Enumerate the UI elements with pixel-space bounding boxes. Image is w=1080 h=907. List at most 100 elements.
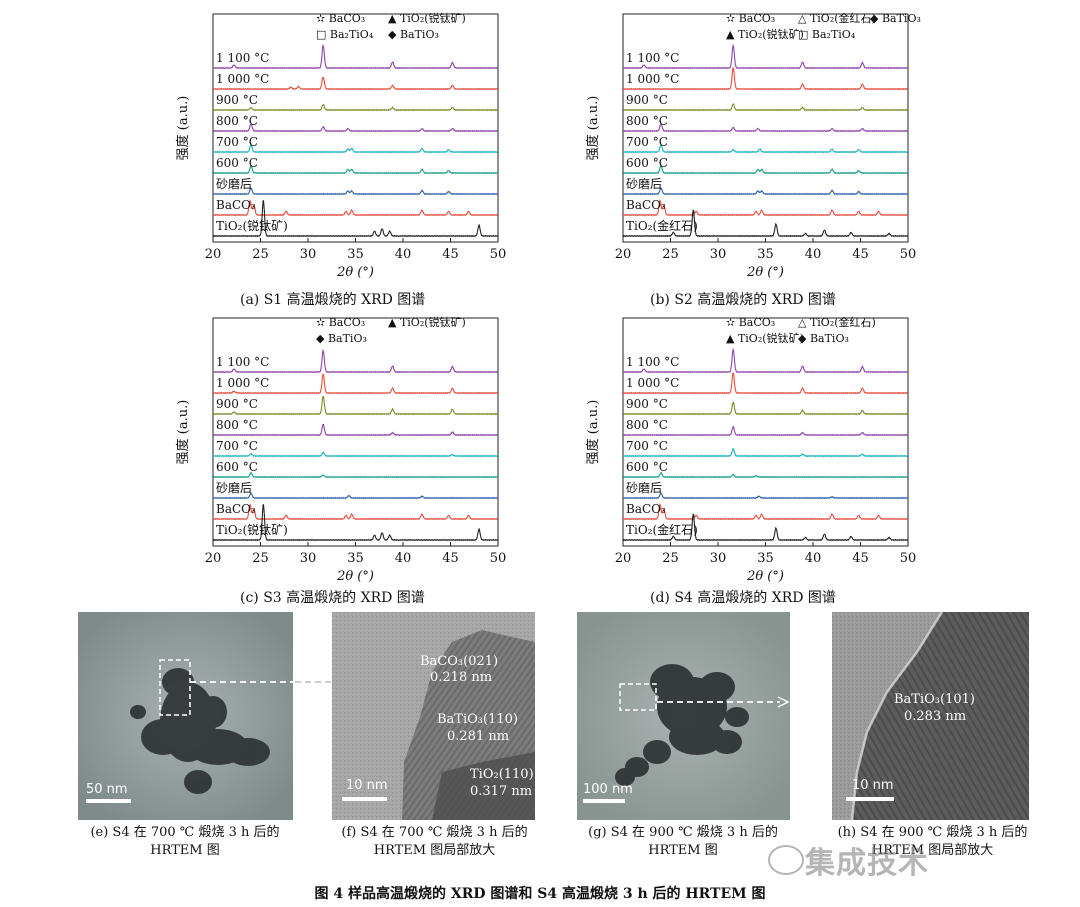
- legend-entry: ▲ TiO₂(锐钛矿): [726, 331, 804, 345]
- x-tick-label: 25: [252, 247, 269, 262]
- series-label: 700 °C: [626, 439, 668, 453]
- legend-entry: ▲ TiO₂(锐钛矿): [388, 11, 466, 25]
- series-line: [212, 200, 499, 238]
- y-axis-label: 强度 (a.u.): [585, 96, 601, 161]
- x-tick-label: 25: [252, 551, 269, 566]
- series-line: [622, 371, 909, 395]
- series-label: TiO₂(锐钛矿): [216, 218, 288, 233]
- series-line: [622, 187, 909, 196]
- x-tick-label: 35: [347, 551, 364, 566]
- series-line: [622, 513, 909, 542]
- x-tick-label: 35: [757, 551, 774, 566]
- legend-entry: △ TiO₂(金红石): [798, 315, 876, 329]
- legend-entry: ◆ BaTiO₃: [316, 332, 367, 345]
- series-label: 600 °C: [626, 156, 668, 170]
- series-label: BaCO₃: [216, 198, 256, 212]
- x-tick-label: 45: [442, 247, 459, 262]
- series-line: [622, 503, 909, 521]
- series-label: 600 °C: [216, 156, 258, 170]
- scale-bar: [86, 799, 131, 803]
- x-tick-label: 30: [300, 551, 317, 566]
- series-label: 800 °C: [216, 418, 258, 432]
- series-label: 600 °C: [626, 460, 668, 474]
- series-line: [212, 471, 499, 479]
- series-line: [622, 103, 909, 112]
- y-axis-label: 强度 (a.u.): [585, 400, 601, 465]
- series-label: 800 °C: [626, 418, 668, 432]
- legend-entry: ◆ BaTiO₃: [388, 28, 439, 41]
- series-line: [622, 43, 909, 70]
- x-axis-label: 2θ (°): [336, 569, 374, 584]
- x-tick-label: 30: [300, 247, 317, 262]
- series-label: 1 100 °C: [216, 51, 269, 65]
- series-line: [212, 187, 499, 196]
- x-tick-label: 50: [900, 247, 917, 262]
- series-line: [212, 43, 499, 70]
- series-line: [212, 395, 499, 416]
- series-line: [212, 164, 499, 175]
- xrd-chart-b: 20 25 30 35 40 45 50 2θ (°) 强度 (a.u.) 1 100 °C 1 0…: [578, 8, 948, 298]
- series-line: [622, 164, 909, 175]
- series-label: 1 000 °C: [216, 376, 269, 390]
- series-label: 砂磨后: [216, 177, 252, 191]
- series-line: [622, 401, 909, 416]
- caption-b: (b) S2 高温煅烧的 XRD 图谱: [650, 292, 836, 308]
- tem-image-e: 50 nm: [78, 612, 293, 820]
- scale-bar: [583, 799, 625, 803]
- series-line: [212, 199, 499, 217]
- series-label: 1 100 °C: [626, 355, 679, 369]
- x-tick-label: 45: [852, 551, 869, 566]
- tem-image-h: 10 nm BaTiO₃(101) 0.283 nm: [832, 612, 1029, 820]
- scale-bar-label: 50 nm: [86, 782, 128, 797]
- series-line: [622, 471, 909, 479]
- x-tick-label: 20: [205, 247, 222, 262]
- series-label: 900 °C: [216, 93, 258, 107]
- x-tick-label: 45: [442, 551, 459, 566]
- particle-cluster: [130, 668, 270, 794]
- xrd-chart-c: 20 25 30 35 40 45 50 2θ (°) 强度 (a.u.) 1 100 °C 1 0…: [168, 312, 538, 602]
- tem-image-g: 100 nm: [577, 612, 790, 820]
- series-label: BaCO₃: [626, 502, 666, 516]
- series-line: [212, 373, 499, 395]
- y-axis-label: 强度 (a.u.): [175, 400, 191, 465]
- series-label: BaCO₃: [216, 502, 256, 516]
- caption-d: (d) S4 高温煅烧的 XRD 图谱: [650, 590, 836, 606]
- series-line: [212, 143, 499, 154]
- series-label: 1 100 °C: [216, 355, 269, 369]
- caption-c: (c) S3 高温煅烧的 XRD 图谱: [240, 590, 425, 606]
- zoom-arrow-g: [657, 696, 790, 708]
- series-label: TiO₂(金红石): [626, 218, 698, 233]
- series-line: [212, 76, 499, 91]
- tem-image-f: 10 nm BaCO₃(021) 0.218 nm BaTiO₃(110) 0.…: [332, 612, 535, 820]
- series-line: [622, 447, 909, 458]
- legend-entry: □ Ba₂TiO₄: [316, 28, 374, 41]
- x-tick-label: 40: [805, 247, 822, 262]
- crystal-region: [852, 612, 1029, 820]
- series-label: 1 000 °C: [626, 376, 679, 390]
- legend-entry: ◆ BaTiO₃: [870, 12, 921, 25]
- series-line: [212, 492, 499, 500]
- series-label: TiO₂(锐钛矿): [216, 522, 288, 537]
- series-line: [622, 122, 909, 133]
- legend-entry: ✫ BaCO₃: [316, 12, 365, 25]
- x-axis-label: 2θ (°): [746, 265, 784, 280]
- series-line: [212, 504, 499, 542]
- caption-a: (a) S1 高温煅烧的 XRD 图谱: [240, 292, 426, 308]
- legend-entry: ✫ BaCO₃: [726, 316, 775, 329]
- series-label: 900 °C: [626, 93, 668, 107]
- annotation-baco3-d: 0.218 nm: [430, 670, 493, 685]
- annotation-baco3: BaCO₃(021): [420, 654, 499, 669]
- series-label: 砂磨后: [216, 481, 252, 495]
- series-line: [212, 103, 499, 112]
- y-axis-label: 强度 (a.u.): [175, 96, 191, 161]
- series-label: TiO₂(金红石): [626, 522, 698, 537]
- legend-entry: ▲ TiO₂(锐钛矿): [726, 27, 804, 41]
- x-tick-label: 25: [662, 551, 679, 566]
- annotation-batio3: BaTiO₃(110): [437, 712, 518, 727]
- scale-bar-label: 10 nm: [346, 778, 388, 793]
- x-tick-label: 45: [852, 247, 869, 262]
- x-tick-label: 30: [710, 551, 727, 566]
- x-tick-label: 30: [710, 247, 727, 262]
- caption-g: (g) S4 在 900 ℃ 煅烧 3 h 后的 HRTEM 图: [588, 825, 778, 858]
- series-line: [622, 492, 909, 500]
